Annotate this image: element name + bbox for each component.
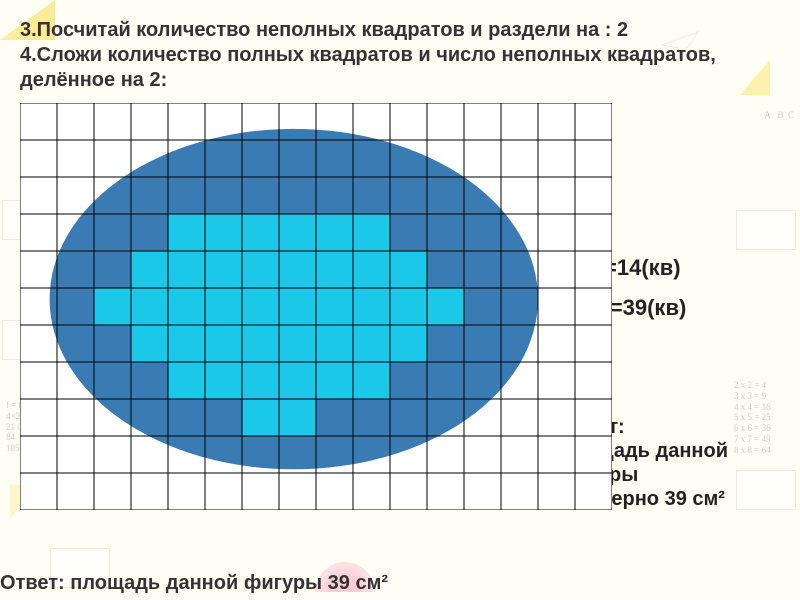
footer-answer: Ответ: площадь данной фигуры 39 см² [0, 572, 388, 595]
instruction-text: 3.Посчитай количество неполных квадратов… [20, 18, 780, 93]
slide-content: 3.Посчитай количество неполных квадратов… [0, 0, 800, 525]
step-4: 4.Сложи количество полных квадратов и чи… [20, 43, 780, 93]
grid-figure [20, 103, 780, 515]
step-3: 3.Посчитай количество неполных квадратов… [20, 18, 780, 43]
grid-svg [20, 103, 612, 510]
